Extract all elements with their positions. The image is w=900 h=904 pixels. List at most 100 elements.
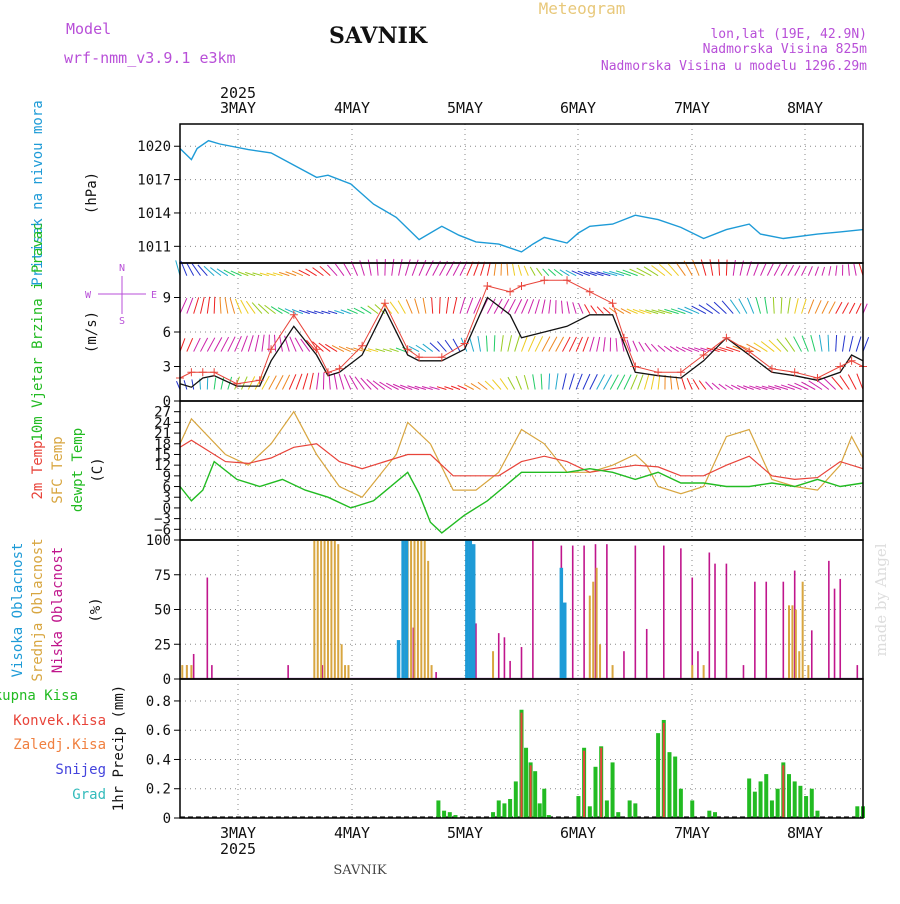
precip-bar-0-46 bbox=[815, 811, 819, 818]
cloud-bar-1-26 bbox=[596, 568, 598, 679]
wind-arrow-262 bbox=[585, 304, 590, 313]
wind-arrow-32 bbox=[386, 383, 398, 389]
precip-bars bbox=[180, 710, 865, 818]
wind-arrow-35 bbox=[407, 386, 419, 390]
wind-arrow-337 bbox=[412, 260, 418, 276]
wind-arrow-348 bbox=[487, 262, 490, 276]
cloud-bar-1-1 bbox=[186, 665, 188, 679]
cloud-bar-0-35 bbox=[828, 561, 830, 679]
cloud-bar-1-31 bbox=[788, 605, 790, 679]
wind-arrow-356 bbox=[536, 268, 541, 276]
cloud-bar-1-8 bbox=[330, 540, 332, 679]
precip-bar-0-35 bbox=[753, 792, 757, 818]
wind-arrow-168 bbox=[633, 341, 638, 352]
wind-arrow-163 bbox=[603, 337, 605, 351]
wind-arrow-239 bbox=[432, 297, 433, 313]
wind-arrow-234 bbox=[390, 302, 398, 314]
wind-arrow-398 bbox=[829, 266, 831, 275]
wind-arrow-253 bbox=[528, 299, 533, 313]
wind-arrow-205 bbox=[200, 297, 204, 314]
wind-arrow-161 bbox=[590, 337, 594, 352]
wind-arrow-395 bbox=[808, 266, 812, 275]
precip-bar-0-4 bbox=[491, 812, 495, 818]
pressure-unit: (hPa) bbox=[84, 172, 100, 214]
cloud-bar-1-25 bbox=[592, 582, 594, 679]
precip-unit: 1hr Precip (mm) bbox=[111, 685, 127, 811]
wind-series bbox=[176, 276, 867, 388]
wind-arrow-352 bbox=[513, 264, 515, 276]
wind-arrow-244 bbox=[467, 298, 473, 314]
cloud-bar-2-1 bbox=[401, 540, 405, 679]
wind-arrow-178 bbox=[694, 348, 706, 352]
cloud-ytick-label-0: 0 bbox=[163, 672, 171, 688]
wind-arrow-380 bbox=[701, 260, 706, 276]
wind-arrow-327 bbox=[335, 264, 344, 276]
wind-arrow-186 bbox=[747, 344, 761, 352]
wind-arrow-197 bbox=[836, 335, 837, 352]
wind-arrow-347 bbox=[481, 262, 485, 276]
wind-arrow-290 bbox=[781, 297, 782, 313]
cloud-bar-1-24 bbox=[589, 596, 591, 679]
precip-bar-0-25 bbox=[633, 803, 637, 818]
wind-arrow-152 bbox=[528, 336, 535, 352]
cloud-bar-1-36 bbox=[807, 665, 809, 679]
cloud-bar-1-21 bbox=[427, 561, 429, 679]
wind-arrow-169 bbox=[639, 342, 645, 352]
wind-gust-marker-20 bbox=[540, 276, 548, 284]
wind-arrow-30 bbox=[373, 381, 385, 390]
wind-arrow-252 bbox=[522, 299, 528, 313]
precip-bar-0-42 bbox=[793, 781, 797, 818]
wind-arrow-56 bbox=[562, 373, 566, 389]
wind-gust-marker-33 bbox=[813, 374, 821, 382]
precip-bar-0-36 bbox=[759, 781, 763, 818]
cloud-bar-1-34 bbox=[798, 651, 800, 679]
wind-arrow-103 bbox=[194, 338, 201, 352]
cloud-bar-1-27 bbox=[599, 644, 601, 679]
top-date-7may: 7MAY bbox=[674, 99, 710, 117]
precip-bar-0-21 bbox=[605, 800, 609, 818]
model-label: Model bbox=[66, 20, 111, 38]
wind-arrow-251 bbox=[515, 299, 522, 313]
pressure-gridlines bbox=[180, 124, 863, 263]
wind-gust-marker-23 bbox=[609, 299, 617, 307]
cloud-bar-0-10 bbox=[504, 637, 506, 679]
wind-arrow-204 bbox=[194, 297, 199, 313]
precip-bar-0-28 bbox=[667, 752, 671, 818]
cloud-ytick-label-1: 25 bbox=[154, 637, 171, 653]
wind-arrow-295 bbox=[815, 300, 821, 313]
wind-arrow-392 bbox=[788, 265, 794, 276]
wind-arrow-280 bbox=[699, 305, 713, 314]
top-date-3may: 3MAY bbox=[220, 99, 256, 117]
cloud-bar-1-18 bbox=[417, 540, 419, 679]
wind-arrow-346 bbox=[474, 262, 479, 276]
precip-bar-0-44 bbox=[804, 796, 808, 818]
watermark: made by Angel bbox=[872, 543, 890, 656]
wind-arrow-217 bbox=[271, 307, 282, 314]
wind-arrow-219 bbox=[285, 309, 296, 314]
cloud-bar-1-0 bbox=[181, 665, 183, 679]
model-altitude-label: Nadmorska Visina u modelu 1296.29m bbox=[601, 59, 867, 74]
station-title: SAVNIK bbox=[329, 23, 428, 49]
precip-bar-0-39 bbox=[776, 789, 780, 818]
high-cloud-title: Visoka Oblacnost bbox=[10, 543, 26, 678]
wind-arrow-287 bbox=[756, 297, 761, 313]
bottom-year-label: 2025 bbox=[220, 840, 256, 858]
mid-cloud-title: Srednja Oblacnost bbox=[30, 538, 46, 681]
wind-arrow-24 bbox=[339, 374, 344, 390]
wind-arrow-202 bbox=[180, 298, 187, 313]
cloud-bar-2-2 bbox=[405, 540, 409, 679]
wind-arrow-285 bbox=[739, 299, 747, 314]
cloud-bar-1-6 bbox=[324, 540, 326, 679]
wind-arrow-394 bbox=[802, 266, 807, 276]
wind-arrow-144 bbox=[469, 337, 473, 352]
wind-arrow-372 bbox=[637, 268, 652, 276]
wind-arrow-182 bbox=[719, 347, 733, 351]
wind-arrow-148 bbox=[501, 335, 503, 351]
precip-bar-0-32 bbox=[707, 811, 711, 818]
precip-bar-0-18 bbox=[588, 806, 592, 818]
wind-arrow-29 bbox=[367, 379, 378, 389]
wind-arrow-157 bbox=[562, 337, 570, 352]
cloud-bar-0-19 bbox=[623, 651, 625, 679]
precip-bar-0-5 bbox=[497, 800, 501, 818]
wind-arrow-162 bbox=[597, 337, 600, 352]
